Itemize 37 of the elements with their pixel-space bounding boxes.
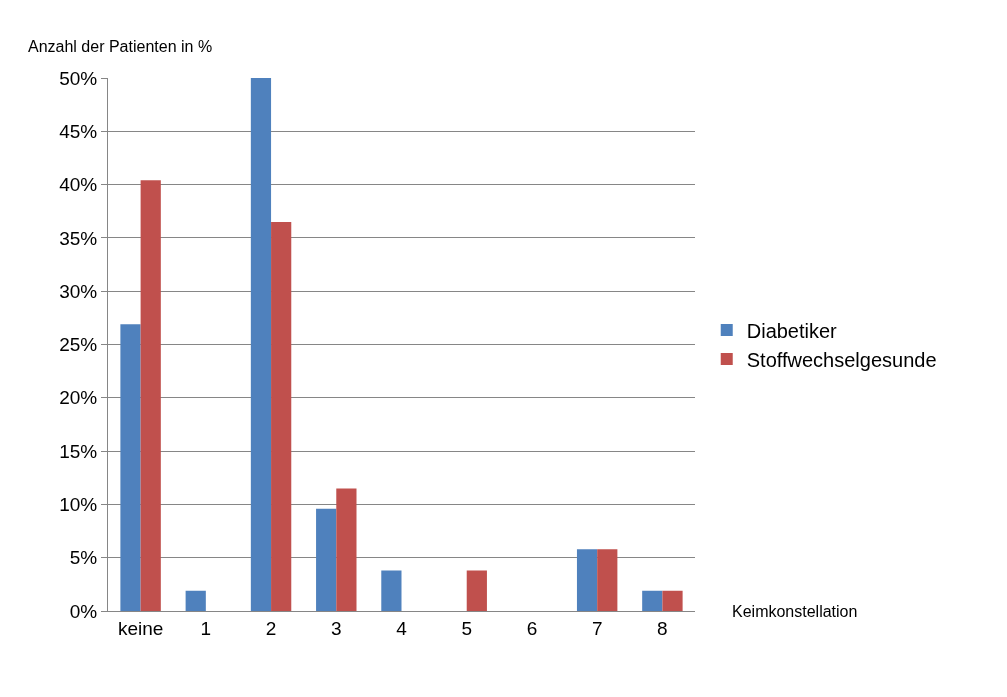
y-tick-label: 10% xyxy=(59,494,98,516)
y-axis-title: Anzahl der Patienten in % xyxy=(28,38,213,55)
bar xyxy=(120,324,141,611)
bar xyxy=(597,549,618,611)
bar xyxy=(336,488,357,611)
legend-label: Stoffwechselgesunde xyxy=(746,348,937,371)
bar xyxy=(381,570,402,611)
bar xyxy=(316,508,337,611)
y-tick-label: 30% xyxy=(59,280,98,302)
bar xyxy=(271,221,292,611)
y-tick-label: 0% xyxy=(69,600,98,622)
bar xyxy=(185,590,206,611)
bar xyxy=(250,78,272,611)
y-tick-label: 45% xyxy=(59,120,98,142)
y-tick-label: 25% xyxy=(59,334,98,356)
x-tick-label: 8 xyxy=(657,617,668,639)
bar xyxy=(642,590,663,611)
y-tick-label: 20% xyxy=(59,387,98,409)
bar xyxy=(576,549,598,611)
y-tick-label: 15% xyxy=(59,440,98,462)
x-tick-label: 3 xyxy=(330,617,342,639)
legend-label: Diabetiker xyxy=(746,319,838,342)
bar xyxy=(466,570,487,611)
x-tick-label: 6 xyxy=(526,617,538,639)
bar xyxy=(662,590,683,611)
x-tick-label: keine xyxy=(117,617,164,639)
y-tick-label: 35% xyxy=(59,227,98,249)
x-tick-label: 1 xyxy=(200,617,212,639)
x-tick-label: 4 xyxy=(396,617,408,639)
x-axis-title: Keimkonstellation xyxy=(732,603,858,620)
y-tick-label: 40% xyxy=(59,174,98,196)
bar xyxy=(140,180,161,611)
x-tick-label: 7 xyxy=(591,617,603,639)
x-tick-label: 5 xyxy=(461,617,473,639)
y-tick-label: 5% xyxy=(69,547,98,569)
x-tick-label: 2 xyxy=(265,617,277,639)
y-tick-label: 50% xyxy=(59,67,98,89)
